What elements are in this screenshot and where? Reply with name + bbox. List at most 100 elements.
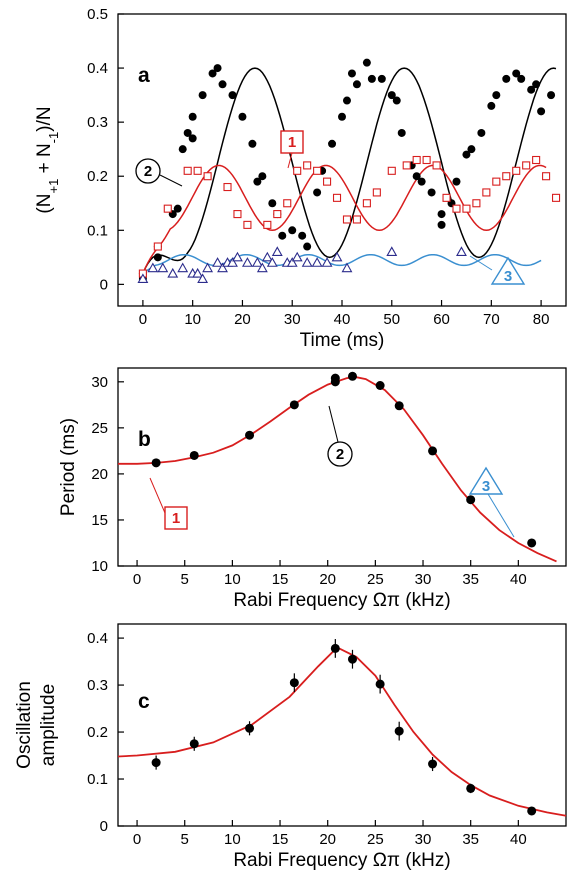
data-point-series-3	[341, 262, 353, 273]
data-point-series-2	[268, 199, 277, 208]
y-tick-label: 0.1	[87, 222, 108, 239]
data-point	[466, 783, 476, 793]
data-point-series-2	[228, 91, 237, 100]
data-point	[330, 643, 340, 653]
data-point-series-1	[472, 199, 481, 208]
x-tick-label: 25	[367, 571, 384, 588]
data-point-series-3	[192, 267, 204, 278]
plot-frame	[117, 367, 567, 567]
data-point-series-2	[342, 96, 351, 105]
data-point-series-2	[188, 134, 197, 143]
x-tick-label: 20	[319, 571, 336, 588]
data-point-series-2	[367, 74, 376, 83]
plot-frame	[117, 13, 567, 307]
y-tick-label: 15	[91, 512, 108, 529]
x-tick-label: 80	[533, 311, 550, 328]
x-axis-label: Rabi Frequency Ωπ (kHz)	[233, 850, 450, 871]
data-point-series-2	[427, 188, 436, 197]
panel-c: 0 5 10 15 20 25 30 35 40 0 0.1 0.2 0.3 0.4 c Oscillatio…	[14, 623, 567, 871]
callout-triangle	[490, 256, 526, 285]
y-axis-label-part: )/N	[34, 106, 55, 131]
data-point-series-1	[233, 210, 242, 219]
data-point-series-1	[542, 172, 551, 181]
data-point	[151, 458, 161, 468]
data-point-series-1	[203, 172, 212, 181]
data-point-series-1	[263, 220, 272, 229]
data-point	[347, 371, 357, 381]
data-point-series-3	[261, 251, 273, 262]
callout-label: 2	[336, 446, 344, 463]
data-point-series-2	[397, 128, 406, 137]
data-point-series-2	[527, 85, 536, 94]
data-point-series-3	[286, 257, 298, 267]
x-tick-label: 0	[139, 311, 147, 328]
x-tick-label: 70	[483, 311, 500, 328]
data-point-series-1	[303, 161, 312, 170]
y-tick-label: 0.5	[87, 6, 108, 23]
data-point-series-2	[537, 107, 546, 116]
data-point-series-2	[218, 80, 227, 89]
data-point-series-1	[273, 210, 282, 219]
y-tick-label: 0	[100, 276, 108, 293]
panel-a: 0 10 20 30 40 50 60 70 8000.10.20.30.40.5a213(N+…	[34, 6, 567, 351]
data-point	[245, 430, 255, 440]
data-point-series-3	[301, 257, 313, 267]
fit-curve-1	[142, 164, 547, 274]
data-point-series-1	[422, 155, 431, 165]
data-point-series-1	[283, 199, 292, 208]
panel-label: a	[138, 64, 150, 87]
y-axis-label-line2: amplitude	[38, 684, 59, 766]
panel-b: 0 5 10 15 20 25 30 35 40 10 15 20 25 30 b 2 1 3 Period (ms…	[58, 367, 567, 611]
y-tick-label: 0.3	[87, 677, 108, 694]
data-point-series-2	[437, 210, 446, 219]
x-tick-label: 5	[181, 831, 189, 848]
data-point-series-3	[266, 257, 278, 267]
x-tick-label: 30	[415, 831, 432, 848]
data-point	[428, 446, 438, 456]
x-tick-label: 40	[510, 571, 527, 588]
x-tick-label: 40	[334, 311, 351, 328]
data-point-series-2	[387, 91, 396, 100]
fit-curve	[117, 646, 567, 817]
x-tick-label: 5	[181, 571, 189, 588]
data-point-series-2	[288, 226, 297, 235]
data-point-series-2	[347, 69, 356, 78]
data-point	[394, 726, 404, 736]
y-tick-label: 0	[100, 818, 108, 835]
data-point-series-3	[271, 246, 283, 256]
data-point-series-2	[417, 177, 426, 186]
data-point-series-3	[241, 257, 253, 267]
fit-curve-2	[142, 67, 557, 274]
data-point-series-3	[227, 257, 238, 267]
data-point	[375, 380, 385, 390]
x-tick-label: 40	[510, 831, 527, 848]
data-point-series-2	[492, 91, 501, 100]
callout-label: 3	[482, 478, 490, 495]
data-point-series-2	[467, 145, 476, 154]
callout-circle	[327, 441, 353, 467]
data-point-series-1	[452, 204, 461, 213]
data-point-series-2	[253, 177, 262, 186]
data-point-series-1	[387, 166, 396, 175]
data-point-series-3	[177, 262, 189, 273]
y-tick-label: 30	[91, 374, 108, 391]
data-point-series-2	[502, 74, 511, 83]
data-point-series-2	[183, 128, 192, 137]
callout-label: 3	[504, 268, 512, 285]
data-point-series-3	[386, 246, 398, 256]
data-point	[151, 758, 161, 768]
data-point-series-1	[153, 242, 162, 251]
data-point-series-1	[432, 161, 441, 170]
data-point	[189, 739, 199, 749]
data-point-series-1	[332, 193, 342, 202]
x-tick-label: 35	[462, 831, 479, 848]
callout-triangle	[468, 466, 504, 495]
data-point-series-2	[338, 112, 346, 121]
data-point-series-3	[251, 257, 263, 267]
x-tick-label: 0	[133, 831, 141, 848]
data-point-series-2	[392, 96, 401, 105]
data-point-series-1	[313, 166, 322, 175]
callout-leader	[149, 477, 166, 514]
data-point-series-3	[217, 262, 228, 273]
